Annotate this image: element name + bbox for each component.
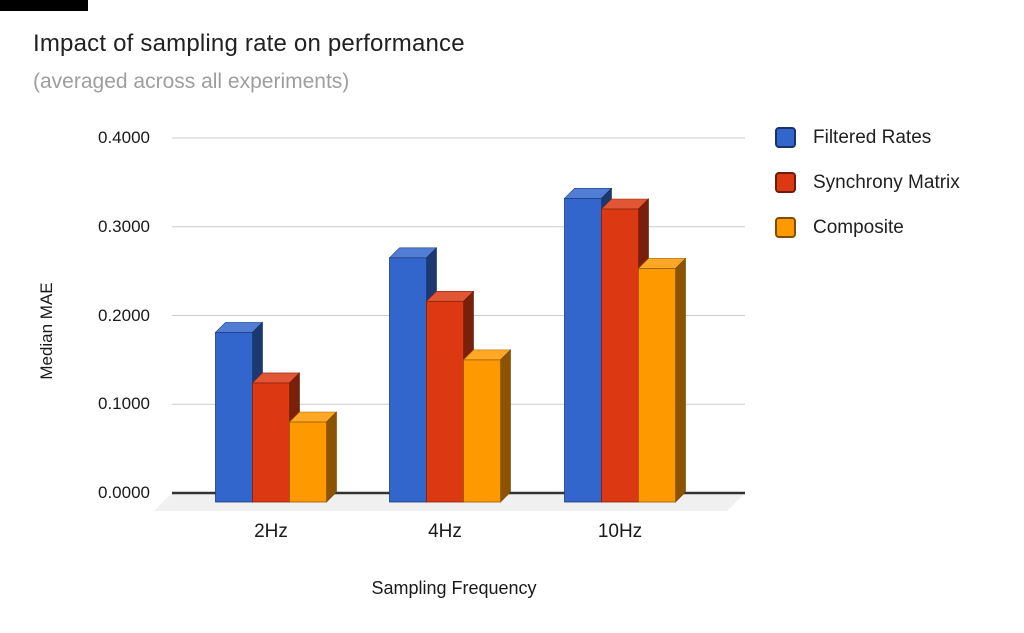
y-axis-title: Median MAE bbox=[37, 282, 56, 380]
top-left-artifact-bar bbox=[0, 0, 88, 11]
bar-composite-10hz-side bbox=[675, 257, 686, 503]
x-axis-title: Sampling Frequency bbox=[371, 578, 537, 598]
bar-synchrony-matrix-4hz bbox=[426, 300, 464, 503]
legend-item-filtered-rates: Filtered Rates bbox=[775, 127, 960, 148]
legend-label-filtered-rates: Filtered Rates bbox=[813, 126, 932, 148]
x-category-label-10hz: 10Hz bbox=[597, 521, 643, 542]
legend-swatch-synchrony-matrix bbox=[775, 172, 796, 193]
bar-composite-10hz bbox=[638, 268, 676, 503]
y-tick-label-0.4000: 0.4000 bbox=[98, 128, 150, 147]
legend-label-composite: Composite bbox=[813, 216, 904, 238]
bar-composite-4hz-side bbox=[500, 349, 511, 503]
chart-title: Impact of sampling rate on performance bbox=[33, 30, 465, 57]
y-tick-label-0.2000: 0.2000 bbox=[98, 305, 150, 325]
x-category-label-2hz: 2Hz bbox=[254, 521, 288, 542]
legend-swatch-composite bbox=[775, 217, 796, 238]
bar-synchrony-matrix-2hz bbox=[252, 382, 290, 503]
y-tick-label-0.3000: 0.3000 bbox=[98, 216, 150, 236]
chart-subtitle: (averaged across all experiments) bbox=[33, 70, 350, 93]
bar-composite-4hz bbox=[463, 359, 501, 503]
bar-composite-2hz bbox=[289, 421, 327, 503]
bar-synchrony-matrix-10hz bbox=[601, 208, 639, 503]
y-tick-label-0.1000: 0.1000 bbox=[98, 394, 150, 414]
y-tick-label-0.0000: 0.0000 bbox=[98, 483, 150, 502]
legend-item-composite: Composite bbox=[775, 217, 960, 238]
x-category-label-4hz: 4Hz bbox=[428, 521, 462, 542]
legend-label-synchrony-matrix: Synchrony Matrix bbox=[813, 171, 960, 193]
legend-item-synchrony-matrix: Synchrony Matrix bbox=[775, 172, 960, 193]
bar-composite-2hz-side bbox=[326, 411, 337, 503]
legend-swatch-filtered-rates bbox=[775, 127, 796, 148]
bar-filtered-rates-10hz bbox=[564, 197, 602, 503]
legend: Filtered Rates Synchrony Matrix Composit… bbox=[775, 127, 960, 262]
bar-filtered-rates-2hz bbox=[215, 331, 253, 503]
bar-filtered-rates-4hz bbox=[389, 257, 427, 503]
